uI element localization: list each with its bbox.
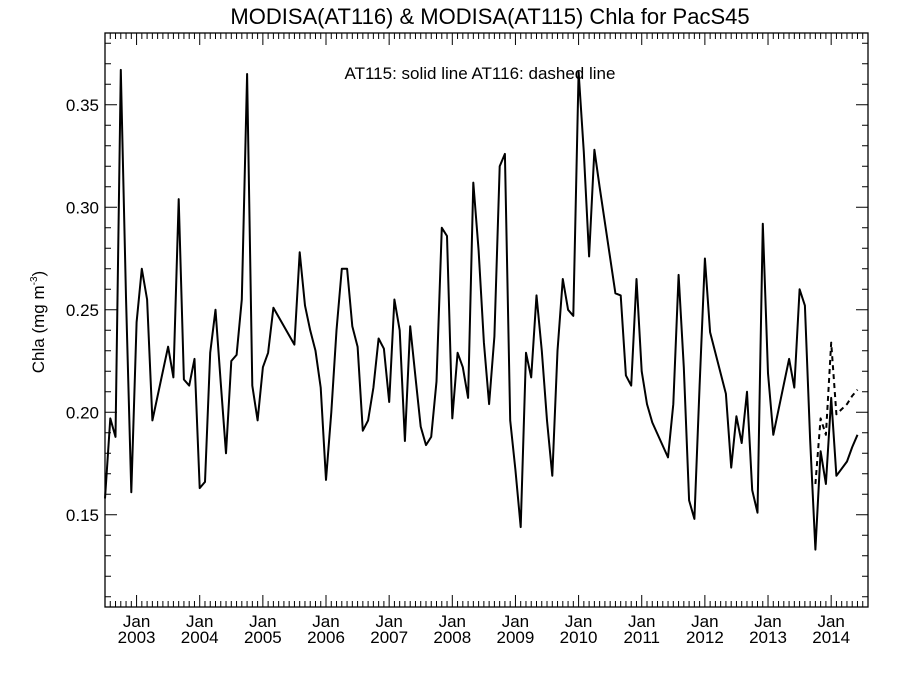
y-axis-label-close: ) bbox=[29, 271, 48, 277]
x-tick-year-label: 2008 bbox=[433, 628, 471, 647]
x-tick-month-label: Jan bbox=[754, 612, 781, 631]
x-tick-year-label: 2011 bbox=[623, 628, 660, 647]
chart-title: MODISA(AT116) & MODISA(AT115) Chla for P… bbox=[230, 4, 749, 29]
x-tick-year-label: 2012 bbox=[686, 628, 724, 647]
y-tick-label: 0.35 bbox=[66, 96, 99, 115]
series-layer bbox=[104, 68, 859, 551]
x-tick-month-label: Jan bbox=[249, 612, 276, 631]
y-tick-label: 0.25 bbox=[66, 301, 99, 320]
x-tick-month-label: Jan bbox=[502, 612, 529, 631]
y-axis-label: Chla (mg m-3) bbox=[29, 271, 48, 373]
x-tick-month-label: Jan bbox=[439, 612, 466, 631]
plot-frame bbox=[104, 32, 869, 608]
x-tick-month-label: Jan bbox=[628, 612, 655, 631]
x-tick-month-label: Jan bbox=[312, 612, 339, 631]
x-tick-month-label: Jan bbox=[817, 612, 844, 631]
x-tick-month-label: Jan bbox=[186, 612, 213, 631]
series-line-at115 bbox=[104, 68, 859, 551]
x-tick-year-label: 2009 bbox=[497, 628, 535, 647]
x-axis-ticks: Jan2003Jan2004Jan2005Jan2006Jan2007Jan20… bbox=[104, 33, 869, 647]
x-tick-year-label: 2014 bbox=[812, 628, 850, 647]
x-tick-month-label: Jan bbox=[123, 612, 150, 631]
y-tick-label: 0.20 bbox=[66, 403, 99, 422]
y-axis-label-superscript: -3 bbox=[29, 276, 40, 285]
y-tick-label: 0.15 bbox=[66, 506, 99, 525]
x-tick-year-label: 2010 bbox=[560, 628, 598, 647]
series-line-at116 bbox=[814, 341, 859, 485]
y-tick-label: 0.30 bbox=[66, 198, 99, 217]
x-tick-year-label: 2005 bbox=[244, 628, 282, 647]
x-tick-month-label: Jan bbox=[375, 612, 402, 631]
y-axis-ticks: 0.15 0.20 0.25 0.30 0.35 bbox=[66, 42, 868, 598]
x-tick-year-label: 2004 bbox=[181, 628, 219, 647]
x-tick-month-label: Jan bbox=[691, 612, 718, 631]
x-tick-year-label: 2006 bbox=[307, 628, 345, 647]
y-axis-label-main: Chla (mg m bbox=[29, 285, 48, 373]
x-tick-month-label: Jan bbox=[565, 612, 592, 631]
x-tick-year-label: 2013 bbox=[749, 628, 787, 647]
line-style-annotation: AT115: solid line AT116: dashed line bbox=[345, 64, 616, 83]
x-tick-year-label: 2007 bbox=[370, 628, 408, 647]
x-tick-year-label: 2003 bbox=[118, 628, 156, 647]
